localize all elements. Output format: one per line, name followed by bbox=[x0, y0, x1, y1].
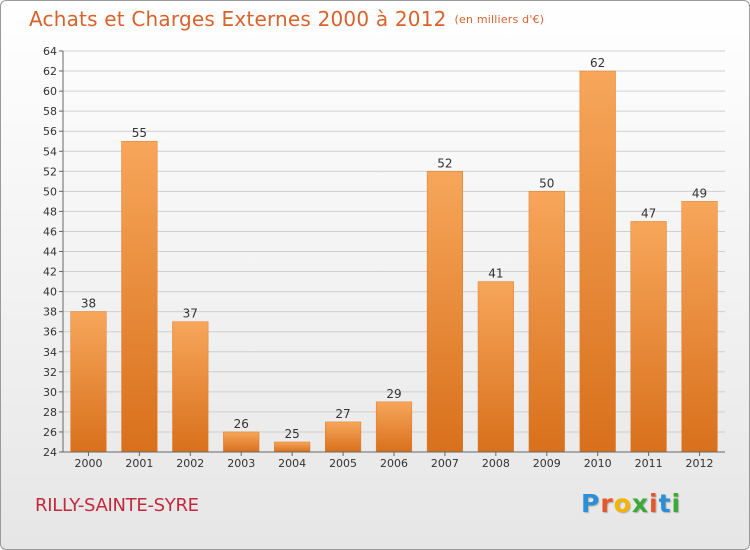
y-tick-label: 54 bbox=[43, 145, 57, 158]
city-name: RILLY-SAINTE-SYRE bbox=[35, 495, 199, 516]
bar-2012 bbox=[681, 201, 718, 453]
logo-letter: t bbox=[658, 489, 672, 518]
bar-value-label: 27 bbox=[335, 407, 350, 421]
x-tick-label: 2001 bbox=[125, 457, 153, 470]
x-tick-label: 2006 bbox=[380, 457, 408, 470]
chart-title: Achats et Charges Externes 2000 à 2012 (e… bbox=[29, 7, 544, 31]
y-tick-label: 28 bbox=[43, 406, 57, 419]
y-tick-label: 56 bbox=[43, 125, 57, 138]
x-tick-label: 2010 bbox=[584, 457, 612, 470]
bar-2003 bbox=[223, 431, 260, 453]
bar-value-label: 55 bbox=[132, 126, 147, 140]
bar-value-label: 49 bbox=[692, 186, 707, 200]
bar-value-label: 47 bbox=[641, 206, 656, 220]
bars: 38 55 37 26 25 27 29 52 41 50 62 47 49 bbox=[70, 56, 718, 453]
bar-2008 bbox=[477, 281, 514, 453]
bar-2004 bbox=[274, 441, 311, 453]
bar-2009 bbox=[528, 191, 565, 453]
bar-value-label: 62 bbox=[590, 56, 605, 70]
logo-letter: r bbox=[600, 489, 614, 518]
x-tick-label: 2002 bbox=[176, 457, 204, 470]
logo-letter: i bbox=[671, 489, 682, 518]
y-tick-label: 34 bbox=[43, 346, 57, 359]
y-tick-label: 58 bbox=[43, 105, 57, 118]
y-tick-label: 40 bbox=[43, 286, 57, 299]
logo-letter: x bbox=[631, 489, 649, 518]
bar-value-label: 26 bbox=[234, 417, 249, 431]
bar-value-label: 38 bbox=[81, 297, 96, 311]
bar-value-label: 41 bbox=[488, 267, 503, 281]
x-tick-label: 2012 bbox=[686, 457, 714, 470]
y-tick-label: 32 bbox=[43, 366, 57, 379]
x-tick-label: 2007 bbox=[431, 457, 459, 470]
y-tick-label: 24 bbox=[43, 446, 57, 459]
proxiti-logo: Proxiti bbox=[581, 489, 681, 518]
chart-title-text: Achats et Charges Externes 2000 à 2012 bbox=[29, 7, 447, 31]
y-tick-label: 48 bbox=[43, 205, 57, 218]
y-tick-label: 52 bbox=[43, 165, 57, 178]
bar-2011 bbox=[630, 221, 667, 453]
logo-letter: P bbox=[581, 489, 601, 518]
x-tick-label: 2003 bbox=[227, 457, 255, 470]
bar-value-label: 25 bbox=[285, 427, 300, 441]
bar-2000 bbox=[70, 311, 107, 453]
y-tick-label: 62 bbox=[43, 65, 57, 78]
x-tick-label: 2005 bbox=[329, 457, 357, 470]
y-tick-label: 38 bbox=[43, 306, 57, 319]
bar-2007 bbox=[426, 171, 463, 453]
bar-value-label: 29 bbox=[386, 387, 401, 401]
bar-2005 bbox=[325, 421, 362, 453]
bar-2010 bbox=[579, 70, 616, 453]
logo-letter: o bbox=[613, 489, 632, 518]
y-tick-label: 42 bbox=[43, 266, 57, 279]
y-tick-label: 46 bbox=[43, 225, 57, 238]
y-tick-label: 26 bbox=[43, 426, 57, 439]
bar-2001 bbox=[121, 140, 158, 453]
y-tick-label: 36 bbox=[43, 326, 57, 339]
x-tick-label: 2008 bbox=[482, 457, 510, 470]
logo-letter: i bbox=[649, 489, 659, 518]
y-axis: 24 26 28 30 32 34 36 38 40 42 44 46 48 50 52 54 56 58 60 62… bbox=[43, 45, 64, 459]
x-tick-label: 2004 bbox=[278, 457, 306, 470]
x-tick-label: 2000 bbox=[74, 457, 102, 470]
y-tick-label: 30 bbox=[43, 386, 57, 399]
y-tick-label: 44 bbox=[43, 246, 57, 259]
bar-2002 bbox=[172, 321, 209, 453]
chart-unit: (en milliers d'€) bbox=[454, 13, 545, 26]
bar-2006 bbox=[375, 401, 413, 453]
y-tick-label: 60 bbox=[43, 85, 57, 98]
bar-value-label: 37 bbox=[183, 307, 198, 321]
x-axis: 2000 2001 2002 2003 2004 2005 2006 2007 2008 2009… bbox=[63, 451, 725, 470]
x-tick-label: 2009 bbox=[533, 457, 561, 470]
bar-value-label: 52 bbox=[437, 156, 452, 170]
x-tick-label: 2011 bbox=[635, 457, 663, 470]
y-tick-label: 64 bbox=[43, 45, 57, 58]
bar-value-label: 50 bbox=[539, 176, 554, 190]
y-tick-label: 50 bbox=[43, 185, 57, 198]
